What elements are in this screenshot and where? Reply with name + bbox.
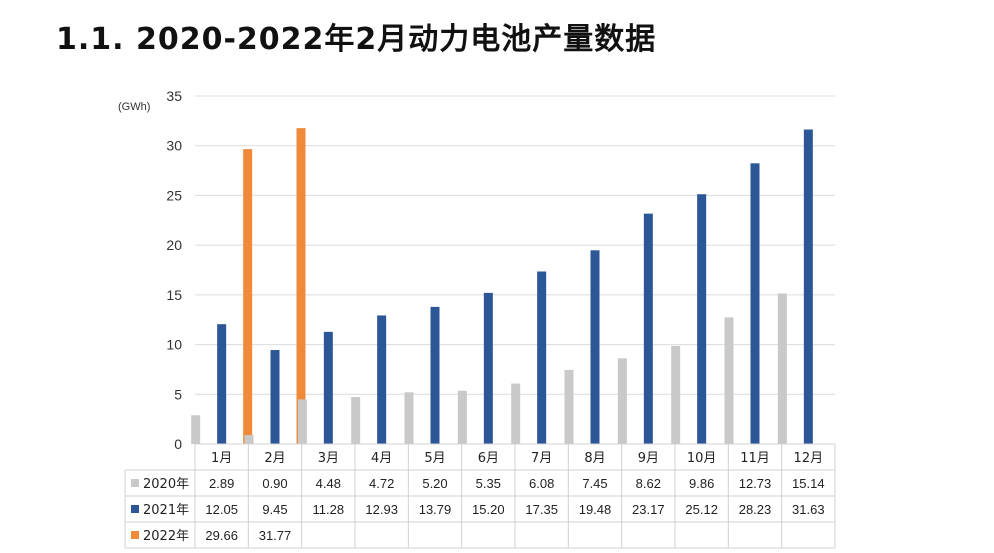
legend-swatch xyxy=(131,531,139,539)
bar xyxy=(511,383,521,444)
table-cell-value: 9.45 xyxy=(262,502,287,517)
category-label: 11月 xyxy=(740,451,770,466)
bar xyxy=(296,128,306,445)
category-label: 3月 xyxy=(318,451,339,466)
y-tick-label: 20 xyxy=(166,237,182,253)
category-label: 7月 xyxy=(531,451,552,466)
y-tick-label: 10 xyxy=(166,337,182,353)
category-label: 1月 xyxy=(211,451,232,466)
category-label: 5月 xyxy=(424,451,445,466)
table-cell-value: 23.17 xyxy=(632,502,665,517)
bar xyxy=(377,315,387,444)
table-cell-value: 15.20 xyxy=(472,502,505,517)
bars xyxy=(191,128,813,445)
y-tick-label: 0 xyxy=(174,436,182,452)
bar xyxy=(590,250,600,444)
bar xyxy=(243,149,253,445)
table-cell-value: 31.77 xyxy=(259,528,292,543)
bar xyxy=(404,392,414,444)
y-tick-label: 35 xyxy=(166,88,182,104)
y-tick-label: 15 xyxy=(166,287,182,303)
table-cell-value: 5.35 xyxy=(476,476,501,491)
bar xyxy=(351,397,361,444)
bar xyxy=(457,390,467,444)
table-cell-value: 28.23 xyxy=(739,502,772,517)
y-tick-label: 30 xyxy=(166,138,182,154)
bar xyxy=(777,293,787,444)
bar xyxy=(537,271,547,444)
table-cell-value: 2.89 xyxy=(209,476,234,491)
legend-swatch xyxy=(131,505,139,513)
category-label: 12月 xyxy=(794,451,824,466)
data-table: 1月 2月 3月 4月 5月 6月 7月 8月 9月 10月 11月 12月 2020年 2.89 0.90… xyxy=(124,443,836,549)
table-cell-value: 13.79 xyxy=(419,502,452,517)
table-cell-value: 25.12 xyxy=(685,502,718,517)
table-cell-value: 0.90 xyxy=(262,476,287,491)
bar xyxy=(643,213,653,444)
category-label: 9月 xyxy=(638,451,659,466)
bar xyxy=(270,350,280,444)
y-axis-ticks: 0 5 10 15 20 25 30 35 xyxy=(166,88,182,452)
table-cell-value: 12.05 xyxy=(205,502,238,517)
category-label: 4月 xyxy=(371,451,392,466)
bar xyxy=(724,317,734,444)
bar xyxy=(430,306,440,444)
table-cell-value: 12.73 xyxy=(739,476,772,491)
y-tick-label: 25 xyxy=(166,187,182,203)
table-cell-value: 31.63 xyxy=(792,502,825,517)
bar xyxy=(671,345,681,444)
bar xyxy=(697,194,707,444)
table-cell-value: 4.72 xyxy=(369,476,394,491)
bar xyxy=(217,324,227,444)
bar xyxy=(297,399,307,444)
bar xyxy=(191,415,201,444)
page-title: 1.1. 2020-2022年2月动力电池产量数据 xyxy=(56,22,657,57)
bar xyxy=(483,292,493,444)
legend-label: 2021年 xyxy=(143,503,189,518)
category-label: 8月 xyxy=(584,451,605,466)
bar xyxy=(750,163,760,444)
category-label: 10月 xyxy=(687,451,717,466)
y-axis-unit-label: (GWh) xyxy=(118,101,150,113)
bar xyxy=(564,369,574,444)
table-cell-value: 12.93 xyxy=(365,502,398,517)
table-cell-value: 5.20 xyxy=(422,476,447,491)
category-label: 2月 xyxy=(264,451,285,466)
table-cell-value: 6.08 xyxy=(529,476,554,491)
legend-swatch xyxy=(131,479,139,487)
table-cell-value: 29.66 xyxy=(205,528,238,543)
legend-label: 2022年 xyxy=(143,529,189,544)
bar xyxy=(244,435,254,444)
table-cell-value: 4.48 xyxy=(316,476,341,491)
bar xyxy=(803,129,813,444)
bar xyxy=(617,358,627,444)
legend-label: 2020年 xyxy=(143,477,189,492)
table-cell-value: 17.35 xyxy=(525,502,558,517)
table-cell-value: 8.62 xyxy=(636,476,661,491)
table-cell-value: 15.14 xyxy=(792,476,825,491)
table-cell-value: 19.48 xyxy=(579,502,612,517)
table-cell-value: 11.28 xyxy=(313,502,345,517)
y-tick-label: 5 xyxy=(174,386,182,402)
category-label: 6月 xyxy=(478,451,499,466)
table-cell-value: 9.86 xyxy=(689,476,714,491)
bar xyxy=(323,331,333,444)
table-cell-value: 7.45 xyxy=(582,476,607,491)
